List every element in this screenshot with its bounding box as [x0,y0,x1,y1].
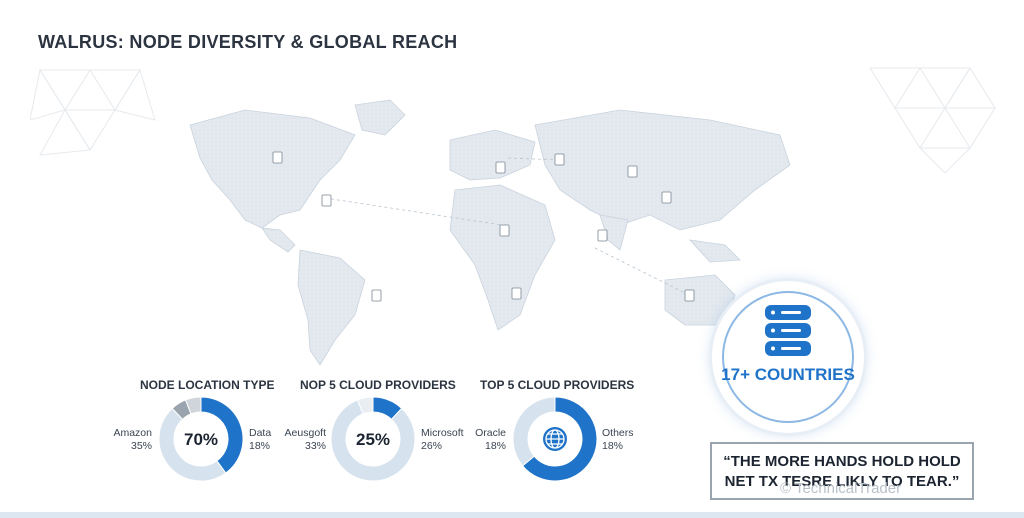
continent-africa [449,184,556,331]
node-marker-north-america [272,151,283,164]
donut-3-title: TOP 5 CLOUD PROVIDERS [480,378,635,392]
node-marker-india [597,229,608,242]
donut-1-slice-2 [158,407,227,482]
continent-europe [449,129,536,181]
quote-box: “THE MORE HANDS HOLD HOLD NET TX TESRE L… [710,442,974,500]
donut-1-slice-4 [184,396,202,415]
donut-2-label-microsoft: Microsoft 26% [421,427,464,452]
donut-3-label-others: Others 18% [602,427,634,452]
node-marker-europe-west [495,161,506,174]
node-marker-australia [684,289,695,302]
donut-1-center-value: 70% [183,430,219,449]
donut-1-label-data: Data 18% [249,427,272,452]
continent-north-america [189,109,356,229]
node-marker-africa-north [499,224,510,237]
continent-asia [534,109,791,231]
continent-greenland [354,99,406,136]
watermark: © TechnicalTrader [780,480,902,497]
geometric-pattern-left [30,68,156,156]
node-marker-europe-east [554,153,565,166]
donut-2-slice-3 [356,396,374,415]
node-marker-south-america [371,289,382,302]
footer-band [0,512,1024,518]
world-map [189,99,791,366]
continent-se-asia [688,239,741,263]
countries-badge: 17+ COUNTRIES [712,281,864,433]
donut-1-label-amazon: Amazon 35% [113,427,152,452]
donut-chart-node-location [158,396,244,482]
page-title: WALRUS: NODE DIVERSITY & GLOBAL REACH [38,32,458,52]
quote-text: “THE MORE HANDS HOLD HOLD NET TX TESRE L… [723,453,961,490]
node-marker-us-east [321,194,332,207]
donut-chart-nop-cloud [330,396,416,482]
donut-chart-top-cloud [512,396,598,482]
database-server-icon [765,305,811,356]
node-marker-asia-north [627,165,638,178]
node-marker-asia-east [661,191,672,204]
donut-2-title: NOP 5 CLOUD PROVIDERS [300,378,456,392]
donut-2-center-value: 25% [355,430,391,449]
donut-2-slice-2 [330,399,416,482]
globe-icon [543,427,567,451]
donut-1-hole [175,413,227,465]
donut-3-slice-2 [512,396,556,467]
donut-3-label-oracle: Oracle 18% [475,427,506,452]
continent-south-america [297,249,366,366]
countries-label: 17+ COUNTRIES [721,365,855,384]
donut-2-label-aeusgoft: Aeusgoft 33% [284,427,326,452]
donut-3-slice-1 [521,396,598,482]
donut-2-hole [347,413,399,465]
geometric-pattern-right [869,67,996,174]
node-marker-africa-south [511,287,522,300]
donut-1-title: NODE LOCATION TYPE [140,378,275,392]
continent-central-america [261,227,296,253]
